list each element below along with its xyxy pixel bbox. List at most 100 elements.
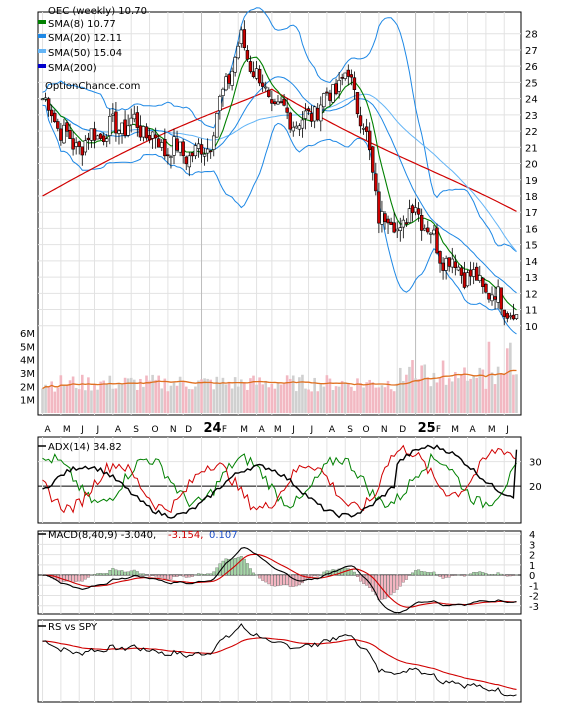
candle-body xyxy=(248,61,253,72)
macd-histogram-bar xyxy=(316,574,320,577)
volume-bar xyxy=(218,382,222,413)
price-legend: OEC (weekly) 10.70 SMA(8) 10.77 SMA(20) … xyxy=(38,6,147,92)
candle-body xyxy=(459,267,464,276)
volume-bar xyxy=(41,388,44,413)
macd-tick-label: -2 xyxy=(529,592,539,603)
candle-body xyxy=(209,150,213,153)
candle-body xyxy=(383,213,387,223)
x-axis-label: J xyxy=(80,425,84,435)
volume-bar xyxy=(90,390,93,413)
adx-lines xyxy=(42,444,518,519)
macd-histogram-bar xyxy=(261,574,265,581)
candle-body xyxy=(496,286,500,303)
candle-body xyxy=(123,119,127,136)
volume-bar xyxy=(50,381,54,413)
volume-bar xyxy=(47,386,50,413)
candle-body xyxy=(481,277,485,287)
candle-body xyxy=(340,77,344,79)
macd-histogram-bar xyxy=(249,568,252,576)
candle-body xyxy=(432,229,436,235)
macd-histogram-bar xyxy=(264,574,268,583)
macd-tick-label: 0 xyxy=(529,571,535,582)
candle-body xyxy=(138,125,143,138)
volume-bar xyxy=(389,389,393,413)
volume-bar xyxy=(450,381,454,413)
candle-body xyxy=(202,153,207,157)
volume-bar xyxy=(105,384,109,413)
volume-bar xyxy=(429,386,433,413)
macd-histogram-bar xyxy=(96,573,100,576)
candle-body xyxy=(150,131,155,139)
macd-histogram-bar xyxy=(123,571,127,576)
legend-title: OEC (weekly) 10.70 xyxy=(48,6,147,17)
macd-histogram-bar xyxy=(145,574,148,576)
candle-body xyxy=(413,207,418,213)
price-tick-label: 15 xyxy=(525,241,538,252)
volume-bar xyxy=(414,378,417,413)
candle-body xyxy=(423,228,427,231)
macd-histogram-bar xyxy=(346,568,350,576)
volume-bar xyxy=(53,391,57,413)
volume-bar xyxy=(166,391,170,413)
volume-bar xyxy=(331,390,335,413)
candle-body xyxy=(257,68,262,84)
adx-panel-frame xyxy=(37,436,522,524)
candle-body xyxy=(65,122,69,132)
volume-bar xyxy=(441,360,445,413)
x-axis-label: M xyxy=(274,425,282,435)
macd-histogram-bar xyxy=(288,574,292,587)
volume-bar xyxy=(273,388,277,413)
candle-body xyxy=(493,296,497,300)
macd-line xyxy=(42,547,517,614)
price-tick-label: 10 xyxy=(525,322,538,333)
macd-histogram-bar xyxy=(377,574,381,600)
candle-body xyxy=(328,92,332,101)
volume-bar xyxy=(175,385,179,413)
volume-bar xyxy=(163,378,167,413)
candle-body xyxy=(401,219,406,228)
candle-body xyxy=(77,141,81,147)
candle-body xyxy=(453,261,458,269)
macd-histogram-bar xyxy=(172,574,176,577)
x-axis-label: O xyxy=(363,425,370,435)
volume-bar xyxy=(249,378,252,413)
macd-histogram-bar xyxy=(356,574,359,577)
volume-tick-label: 3M xyxy=(20,369,35,380)
volume-bar xyxy=(157,375,161,413)
candle-body xyxy=(429,232,433,235)
macd-histogram-bar xyxy=(157,574,161,578)
macd-histogram-bar xyxy=(99,573,103,576)
macd-histogram-bar xyxy=(392,574,396,593)
macd-histogram-bar xyxy=(270,574,274,586)
volume-bar xyxy=(432,372,436,413)
candle-body xyxy=(80,146,84,156)
macd-histogram-bar xyxy=(181,574,185,577)
candle-body xyxy=(352,77,357,90)
candle-body xyxy=(380,211,384,225)
candle-body xyxy=(212,135,216,150)
volume-bar xyxy=(68,380,72,413)
macd-histogram-bar xyxy=(297,574,301,586)
macd-histogram-bar xyxy=(484,573,488,576)
candle-body xyxy=(475,266,479,281)
macd-histogram-bar xyxy=(374,574,378,595)
candle-body xyxy=(490,294,494,302)
candle-body xyxy=(193,145,198,157)
price-tick-label: 28 xyxy=(525,30,538,41)
macd-histogram-bar xyxy=(129,570,133,576)
candle-body xyxy=(374,173,378,192)
legend-entry-sma20: SMA(20) 12.11 xyxy=(38,33,122,44)
candle-body xyxy=(264,86,268,89)
candle-body xyxy=(175,138,179,151)
candle-body xyxy=(355,92,360,115)
candle-body xyxy=(111,113,115,116)
macd-histogram-bar xyxy=(414,570,418,576)
macd-histogram-bar xyxy=(496,572,500,576)
x-axis-label: D xyxy=(185,425,192,435)
volume-bar xyxy=(258,377,261,413)
volume-bar xyxy=(398,367,402,413)
volume-bar xyxy=(145,375,148,413)
price-y-ticks: 10 11 12 13 14 15 16 17 18 19 20 21 22 23 24 25 26 27 28 xyxy=(525,30,538,333)
